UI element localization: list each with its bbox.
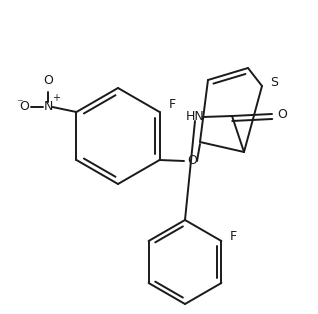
Text: F: F xyxy=(230,230,237,242)
Text: O: O xyxy=(187,154,197,167)
Text: +: + xyxy=(52,93,60,103)
Text: O: O xyxy=(277,107,287,121)
Text: HN: HN xyxy=(186,111,204,123)
Text: S: S xyxy=(270,75,278,89)
Text: F: F xyxy=(169,98,176,111)
Text: O: O xyxy=(19,100,29,113)
Text: O: O xyxy=(44,74,53,88)
Text: ⁻: ⁻ xyxy=(16,98,23,111)
Text: N: N xyxy=(44,100,53,113)
